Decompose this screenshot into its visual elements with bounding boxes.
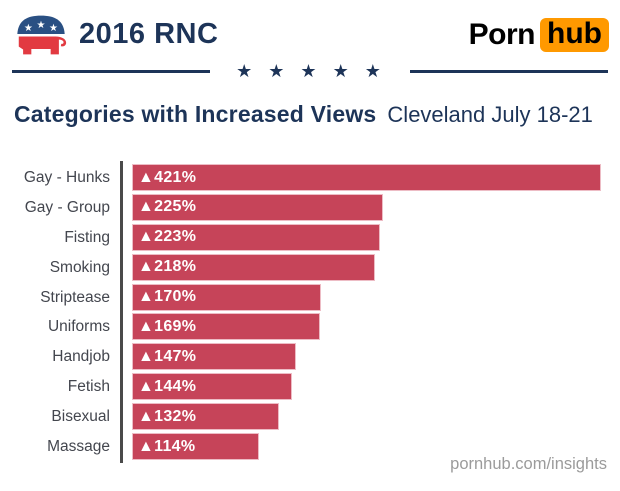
chart-row: Uniforms ▲169% <box>0 313 620 343</box>
chart-row: Bisexual ▲132% <box>0 403 620 433</box>
bar-value-label: ▲114% <box>138 437 196 455</box>
category-label: Gay - Hunks <box>23 169 110 186</box>
divider-line-right <box>409 70 608 73</box>
chart-row: Massage ▲114% <box>0 433 620 463</box>
republican-elephant-icon: ★ ★ ★ <box>12 12 70 58</box>
category-label: Bisexual <box>51 408 110 426</box>
bar: ▲132% <box>132 403 279 431</box>
bar: ▲114% <box>132 433 259 461</box>
bar-value-label: ▲132% <box>138 407 197 425</box>
chart-row: Striptease ▲170% <box>0 283 620 314</box>
chart-row: Fetish ▲144% <box>0 373 620 403</box>
star-divider: ★ ★ ★ ★ ★ <box>12 61 608 81</box>
category-label: Handjob <box>52 348 110 366</box>
bar-value-label: ▲169% <box>138 317 197 335</box>
category-label: Gay - Group <box>24 198 110 216</box>
stars-icon: ★ ★ ★ ★ ★ <box>236 61 384 81</box>
bar-value-label: ▲223% <box>138 228 197 246</box>
bar-chart: Gay - Hunks ▲421% Gay - Group ▲225% Fisting ▲… <box>0 161 620 464</box>
header: ★ ★ ★ 2016 RNC Porn hub <box>12 11 609 58</box>
bar: ▲147% <box>132 343 296 371</box>
bar: ▲421% <box>132 164 601 191</box>
category-label: Striptease <box>40 288 110 306</box>
y-axis-line <box>120 161 123 463</box>
bar: ▲169% <box>132 313 321 341</box>
bar-value-label: ▲421% <box>138 168 197 186</box>
svg-text:★: ★ <box>24 23 33 34</box>
title-row: Categories with Increased Views Clevelan… <box>14 101 618 128</box>
category-label: Uniforms <box>47 318 110 336</box>
bar-value-label: ▲144% <box>138 377 197 395</box>
category-label: Massage <box>47 438 110 456</box>
chart-row: Handjob ▲147% <box>0 343 620 373</box>
chart-rows: Gay - Hunks ▲421% Gay - Group ▲225% Fisting ▲… <box>0 164 620 463</box>
chart-row: Gay - Hunks ▲421% <box>0 164 620 194</box>
bar-value-label: ▲147% <box>138 347 197 365</box>
chart-row: Gay - Group ▲225% <box>0 193 620 224</box>
category-label: Smoking <box>49 258 110 276</box>
pornhub-logo-porn: Porn <box>468 17 536 51</box>
pornhub-logo-hub: hub <box>540 17 609 52</box>
pornhub-logo: Porn hub <box>468 17 609 52</box>
chart-subtitle: Cleveland July 18-21 <box>387 102 593 127</box>
bar-value-label: ▲225% <box>138 198 197 216</box>
svg-text:★: ★ <box>49 23 58 34</box>
bar: ▲170% <box>132 283 322 311</box>
bar: ▲218% <box>132 253 375 281</box>
divider-line-left <box>12 70 211 73</box>
watermark: pornhub.com/insights <box>450 455 607 473</box>
event-title: 2016 RNC <box>79 18 219 50</box>
category-label: Fisting <box>64 228 110 246</box>
bar: ▲225% <box>132 193 383 221</box>
chart-title: Categories with Increased Views <box>14 101 377 127</box>
bar-value-label: ▲218% <box>138 258 197 276</box>
bar: ▲144% <box>132 373 293 401</box>
bar-value-label: ▲170% <box>138 288 197 306</box>
bar: ▲223% <box>132 223 381 251</box>
chart-row: Smoking ▲218% <box>0 253 620 284</box>
category-label: Fetish <box>67 378 110 396</box>
chart-row: Fisting ▲223% <box>0 223 620 254</box>
svg-text:★: ★ <box>36 20 45 31</box>
